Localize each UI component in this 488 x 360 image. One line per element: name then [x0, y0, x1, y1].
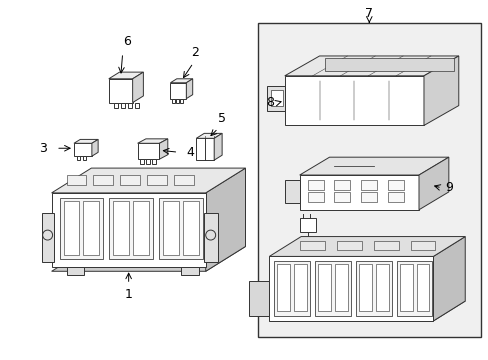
Text: 9: 9 [444, 181, 452, 194]
Polygon shape [396, 261, 431, 316]
Polygon shape [109, 198, 153, 260]
Polygon shape [432, 237, 464, 321]
Polygon shape [266, 86, 284, 111]
Polygon shape [269, 256, 432, 321]
Polygon shape [114, 103, 118, 108]
Polygon shape [196, 133, 222, 138]
Polygon shape [205, 168, 245, 271]
Polygon shape [410, 240, 434, 251]
Polygon shape [113, 201, 129, 255]
Polygon shape [147, 175, 166, 185]
Polygon shape [60, 198, 103, 260]
Text: 6: 6 [122, 35, 130, 48]
Polygon shape [299, 218, 315, 231]
Polygon shape [137, 143, 159, 159]
Polygon shape [284, 56, 458, 76]
Polygon shape [375, 264, 388, 311]
Polygon shape [334, 180, 350, 190]
Polygon shape [108, 79, 132, 103]
Polygon shape [52, 247, 245, 271]
Text: 1: 1 [124, 288, 132, 301]
Polygon shape [170, 83, 186, 99]
Polygon shape [270, 90, 282, 105]
Polygon shape [181, 267, 198, 275]
Polygon shape [334, 192, 350, 202]
Polygon shape [186, 79, 192, 99]
Polygon shape [203, 213, 217, 262]
Polygon shape [317, 264, 330, 311]
Polygon shape [52, 193, 205, 267]
Polygon shape [151, 159, 155, 164]
Polygon shape [284, 76, 423, 125]
Polygon shape [133, 201, 149, 255]
Polygon shape [299, 175, 418, 210]
Polygon shape [180, 99, 183, 103]
Polygon shape [196, 138, 214, 160]
Polygon shape [416, 264, 428, 311]
Polygon shape [355, 261, 391, 316]
Polygon shape [361, 192, 376, 202]
Polygon shape [77, 156, 80, 160]
Polygon shape [387, 180, 403, 190]
Polygon shape [52, 168, 245, 193]
Polygon shape [120, 175, 140, 185]
Polygon shape [127, 103, 131, 108]
Polygon shape [145, 159, 149, 164]
Polygon shape [74, 139, 98, 143]
Polygon shape [299, 157, 448, 175]
Polygon shape [307, 192, 323, 202]
Text: 8: 8 [265, 96, 273, 109]
Polygon shape [418, 157, 448, 210]
Polygon shape [93, 175, 113, 185]
Text: 3: 3 [39, 142, 47, 155]
Polygon shape [249, 281, 269, 316]
Polygon shape [159, 198, 203, 260]
Polygon shape [324, 58, 453, 71]
Polygon shape [83, 201, 99, 255]
Text: 4: 4 [186, 146, 194, 159]
Polygon shape [334, 264, 347, 311]
Bar [257, 23, 480, 337]
Polygon shape [66, 175, 86, 185]
Polygon shape [134, 103, 138, 108]
Polygon shape [41, 213, 54, 262]
Polygon shape [361, 180, 376, 190]
Polygon shape [307, 180, 323, 190]
Polygon shape [92, 139, 98, 156]
Polygon shape [336, 240, 361, 251]
Polygon shape [170, 79, 192, 83]
Polygon shape [423, 56, 458, 125]
Polygon shape [121, 103, 124, 108]
Polygon shape [387, 192, 403, 202]
Polygon shape [172, 99, 175, 103]
Text: 2: 2 [191, 46, 199, 59]
Polygon shape [174, 175, 193, 185]
Polygon shape [269, 301, 464, 321]
Text: 5: 5 [218, 112, 225, 125]
Polygon shape [399, 264, 412, 311]
Polygon shape [284, 180, 299, 203]
Polygon shape [300, 240, 325, 251]
Polygon shape [274, 261, 309, 316]
Polygon shape [314, 261, 350, 316]
Polygon shape [373, 240, 398, 251]
Polygon shape [294, 264, 306, 311]
Polygon shape [214, 133, 222, 160]
Polygon shape [132, 72, 143, 103]
Polygon shape [358, 264, 371, 311]
Polygon shape [66, 267, 84, 275]
Polygon shape [163, 201, 179, 255]
Polygon shape [83, 156, 86, 160]
Polygon shape [74, 143, 92, 156]
Polygon shape [137, 139, 167, 143]
Polygon shape [183, 201, 198, 255]
Polygon shape [63, 201, 79, 255]
Polygon shape [108, 72, 143, 79]
Polygon shape [277, 264, 290, 311]
Text: 7: 7 [365, 7, 372, 20]
Polygon shape [139, 159, 143, 164]
Polygon shape [176, 99, 179, 103]
Polygon shape [269, 237, 464, 256]
Polygon shape [159, 139, 167, 159]
